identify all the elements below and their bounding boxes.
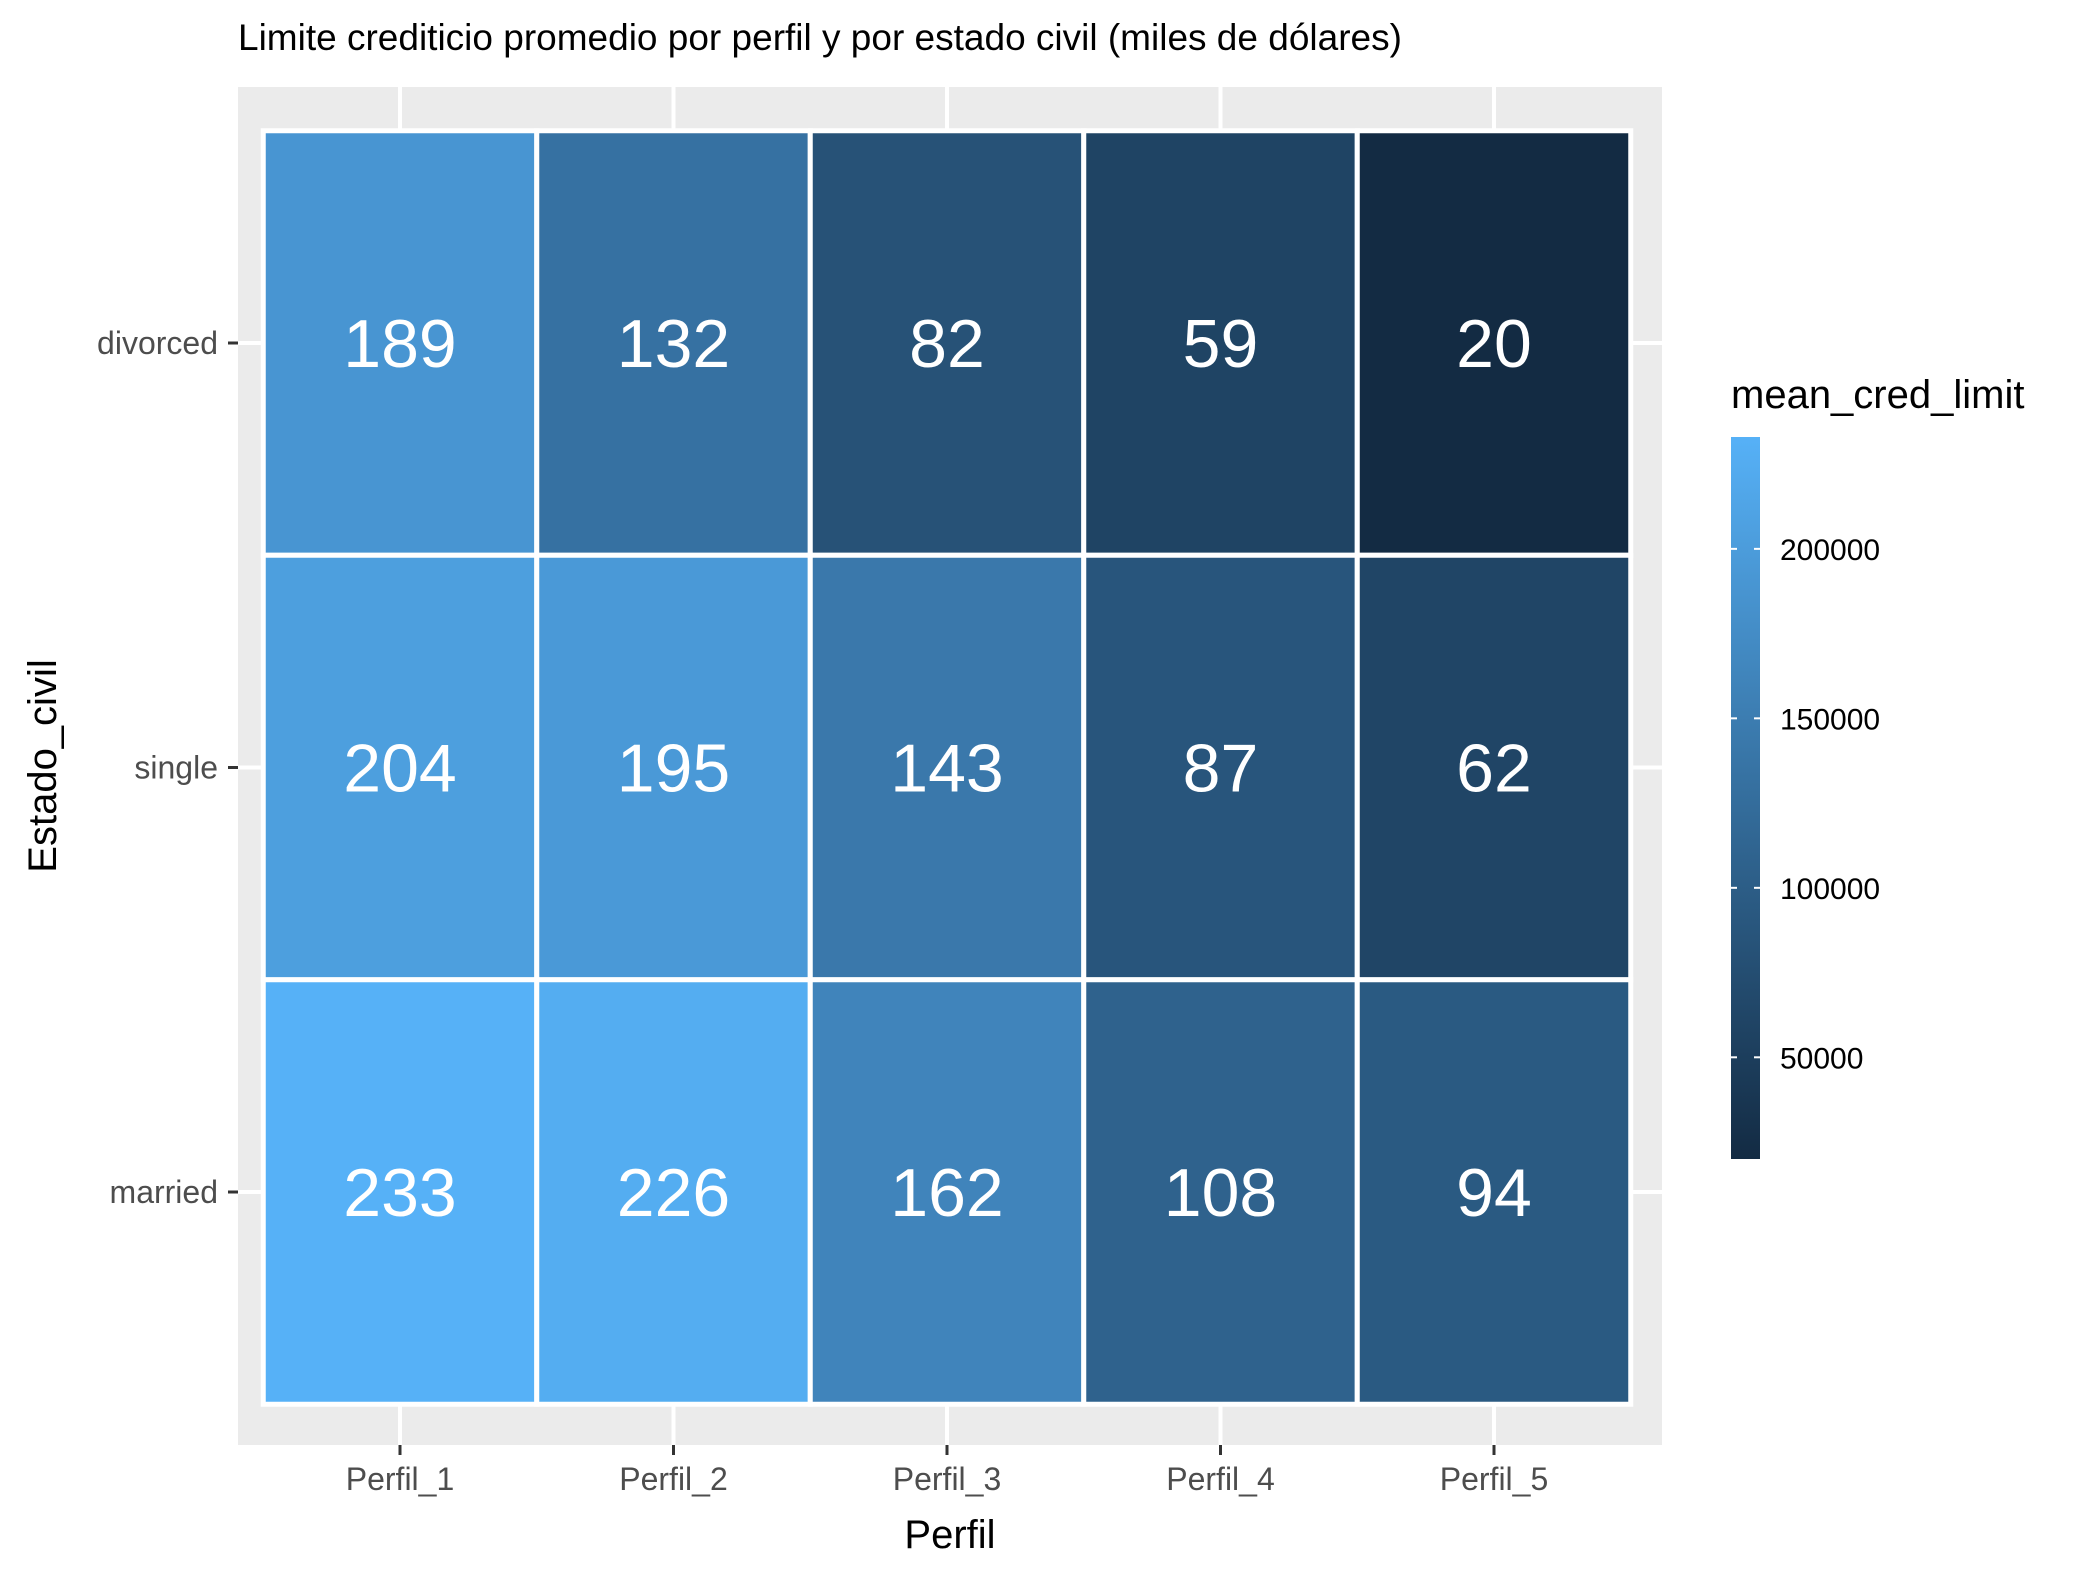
cell-value-label: 195 bbox=[617, 731, 730, 807]
heatmap-cells bbox=[260, 128, 1634, 1407]
x-tick-label: Perfil_1 bbox=[346, 1461, 455, 1497]
heatmap-cell bbox=[1081, 552, 1360, 983]
x-axis-title: Perfil bbox=[904, 1513, 995, 1557]
y-axis-title: Estado_civil bbox=[21, 659, 65, 872]
x-tick-label: Perfil_3 bbox=[893, 1461, 1002, 1497]
legend-tick-label: 100000 bbox=[1780, 873, 1880, 906]
x-axis: Perfil_1 Perfil_2 Perfil_3 Perfil_4 Perfil_5 bbox=[346, 1445, 1549, 1497]
chart-title: Limite crediticio promedio por perfil y … bbox=[238, 17, 1402, 58]
y-axis: divorced single married bbox=[97, 325, 238, 1210]
heatmap-cell bbox=[534, 128, 813, 558]
cell-value-label: 94 bbox=[1456, 1155, 1532, 1231]
legend-colorbar bbox=[1731, 437, 1760, 1159]
y-tick-label: married bbox=[110, 1174, 218, 1210]
x-tick-label: Perfil_5 bbox=[1440, 1461, 1549, 1497]
heatmap-cell bbox=[1081, 128, 1360, 558]
cell-value-label: 87 bbox=[1183, 731, 1259, 807]
y-tick-label: divorced bbox=[97, 325, 218, 361]
heatmap-cell bbox=[1081, 977, 1360, 1407]
cell-value-label: 59 bbox=[1183, 306, 1259, 382]
cell-value-label: 20 bbox=[1456, 306, 1532, 382]
heatmap-cell bbox=[1354, 977, 1634, 1407]
y-tick-label: single bbox=[134, 750, 218, 786]
cell-value-label: 108 bbox=[1164, 1155, 1277, 1231]
heatmap-cell bbox=[260, 977, 540, 1407]
cell-value-label: 189 bbox=[343, 306, 456, 382]
cell-value-label: 233 bbox=[343, 1155, 456, 1231]
cell-value-label: 226 bbox=[617, 1155, 730, 1231]
cell-value-label: 62 bbox=[1456, 731, 1532, 807]
cell-value-label: 204 bbox=[343, 731, 456, 807]
x-tick-label: Perfil_2 bbox=[619, 1461, 728, 1497]
legend-tick-label: 50000 bbox=[1780, 1042, 1863, 1075]
cell-value-label: 162 bbox=[890, 1155, 1003, 1231]
heatmap-cell bbox=[1354, 128, 1634, 558]
legend: mean_cred_limit 200000 150000 100000 50000 bbox=[1731, 373, 2024, 1159]
heatmap-cell bbox=[260, 552, 540, 983]
heatmap-cell bbox=[534, 977, 813, 1407]
cell-value-label: 143 bbox=[890, 731, 1003, 807]
legend-tick-label: 200000 bbox=[1780, 534, 1880, 567]
heatmap-cell bbox=[260, 128, 540, 558]
legend-tick-label: 150000 bbox=[1780, 703, 1880, 736]
x-tick-label: Perfil_4 bbox=[1166, 1461, 1275, 1497]
heatmap-cell bbox=[1354, 552, 1634, 983]
cell-value-label: 82 bbox=[909, 306, 985, 382]
heatmap-cell bbox=[534, 552, 813, 983]
cell-value-label: 132 bbox=[617, 306, 730, 382]
legend-title: mean_cred_limit bbox=[1731, 373, 2024, 417]
cell-labels: 189 132 82 59 20 204 195 143 87 62 233 226 162 108 94 bbox=[343, 306, 1532, 1231]
legend-ticks: 200000 150000 100000 50000 bbox=[1731, 534, 1880, 1075]
heatmap-cell bbox=[807, 977, 1087, 1407]
